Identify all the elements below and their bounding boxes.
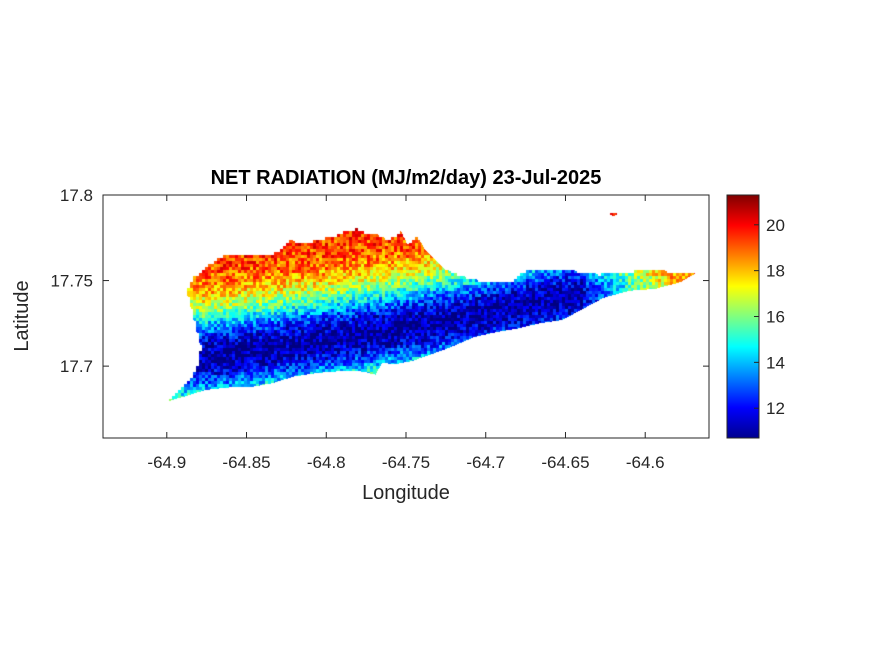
x-tick-label: -64.85 (222, 453, 270, 472)
colorbar-tick-label: 12 (766, 399, 785, 418)
y-tick-label: 17.7 (60, 357, 93, 376)
y-tick-label: 17.8 (60, 186, 93, 205)
y-axis-label: Latitude (11, 280, 33, 351)
heatmap-image (103, 195, 709, 438)
x-tick-label: -64.8 (307, 453, 346, 472)
colorbar: 12 14 16 18 20 (726, 194, 785, 439)
colorbar-tick-label: 14 (766, 353, 785, 372)
plot-area (102, 194, 710, 439)
colorbar-tick-label: 16 (766, 308, 785, 327)
x-axis-label: Longitude (362, 482, 450, 504)
x-axis: -64.9 -64.85 -64.8 -64.75 -64.7 -64.65 -64.6 (147, 195, 665, 472)
y-tick-label: 17.75 (50, 272, 93, 291)
x-tick-label: -64.65 (541, 453, 589, 472)
colorbar-tick-label: 20 (766, 216, 785, 235)
colorbar-tick-label: 18 (766, 262, 785, 281)
chart-title: NET RADIATION (MJ/m2/day) 23-Jul-2025 (211, 167, 602, 189)
x-tick-label: -64.7 (466, 453, 505, 472)
x-tick-label: -64.9 (147, 453, 186, 472)
colorbar-gradient (726, 194, 760, 439)
x-tick-label: -64.75 (382, 453, 430, 472)
x-tick-label: -64.6 (626, 453, 665, 472)
colorbar-ticks: 12 14 16 18 20 (754, 216, 785, 418)
y-axis: 17.7 17.75 17.8 (50, 186, 709, 376)
